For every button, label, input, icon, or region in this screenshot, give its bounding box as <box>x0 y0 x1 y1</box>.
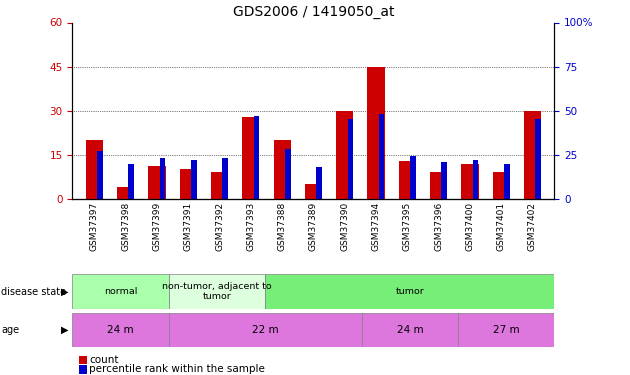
Bar <box>222 158 228 199</box>
Bar <box>117 187 134 199</box>
Bar <box>285 149 290 199</box>
Bar <box>536 119 541 199</box>
Bar <box>86 140 103 199</box>
Bar <box>348 119 353 199</box>
Bar <box>461 164 479 199</box>
Text: GSM37390: GSM37390 <box>340 202 349 252</box>
Bar <box>472 160 478 199</box>
Text: GSM37395: GSM37395 <box>403 202 412 252</box>
Text: tumor: tumor <box>396 287 424 296</box>
Text: GSM37391: GSM37391 <box>184 202 193 252</box>
Bar <box>72 274 169 309</box>
Bar <box>336 111 353 199</box>
Bar <box>254 116 260 199</box>
Text: count: count <box>89 355 119 364</box>
Text: non-tumor, adjacent to
tumor: non-tumor, adjacent to tumor <box>162 282 272 301</box>
Bar <box>442 162 447 199</box>
Text: disease state: disease state <box>1 287 66 297</box>
Bar <box>362 313 458 347</box>
Text: GSM37398: GSM37398 <box>121 202 130 252</box>
Bar <box>379 114 384 199</box>
Text: 27 m: 27 m <box>493 325 520 335</box>
Bar <box>97 151 103 199</box>
Bar <box>524 111 541 199</box>
Text: GSM37399: GSM37399 <box>152 202 161 252</box>
Bar <box>316 167 322 199</box>
Bar <box>211 172 228 199</box>
Bar <box>265 274 554 309</box>
Text: age: age <box>1 325 20 335</box>
Bar <box>399 160 416 199</box>
Text: GSM37400: GSM37400 <box>466 202 474 251</box>
Bar <box>504 164 510 199</box>
Bar <box>72 313 169 347</box>
Bar <box>129 164 134 199</box>
Text: ▶: ▶ <box>60 325 68 335</box>
Text: 24 m: 24 m <box>107 325 134 335</box>
Bar <box>169 274 265 309</box>
Text: GSM37397: GSM37397 <box>90 202 99 252</box>
Title: GDS2006 / 1419050_at: GDS2006 / 1419050_at <box>232 5 394 19</box>
Bar <box>430 172 447 199</box>
Bar <box>458 313 554 347</box>
Bar <box>191 160 197 199</box>
Bar <box>273 140 290 199</box>
Bar <box>410 156 416 199</box>
Text: 22 m: 22 m <box>252 325 278 335</box>
Text: GSM37402: GSM37402 <box>528 202 537 251</box>
Text: GSM37389: GSM37389 <box>309 202 318 252</box>
Bar <box>305 184 322 199</box>
Bar <box>493 172 510 199</box>
Text: GSM37388: GSM37388 <box>278 202 287 252</box>
Text: normal: normal <box>104 287 137 296</box>
Bar <box>160 158 166 199</box>
Bar <box>169 313 362 347</box>
Text: GSM37396: GSM37396 <box>434 202 443 252</box>
Bar <box>148 166 166 199</box>
Text: 24 m: 24 m <box>396 325 423 335</box>
Bar <box>242 117 260 199</box>
Bar <box>367 67 385 199</box>
Text: GSM37393: GSM37393 <box>246 202 255 252</box>
Text: ▶: ▶ <box>60 287 68 297</box>
Text: GSM37394: GSM37394 <box>372 202 381 251</box>
Bar <box>180 170 197 199</box>
Text: GSM37392: GSM37392 <box>215 202 224 251</box>
Text: GSM37401: GSM37401 <box>496 202 506 251</box>
Text: percentile rank within the sample: percentile rank within the sample <box>89 364 265 374</box>
